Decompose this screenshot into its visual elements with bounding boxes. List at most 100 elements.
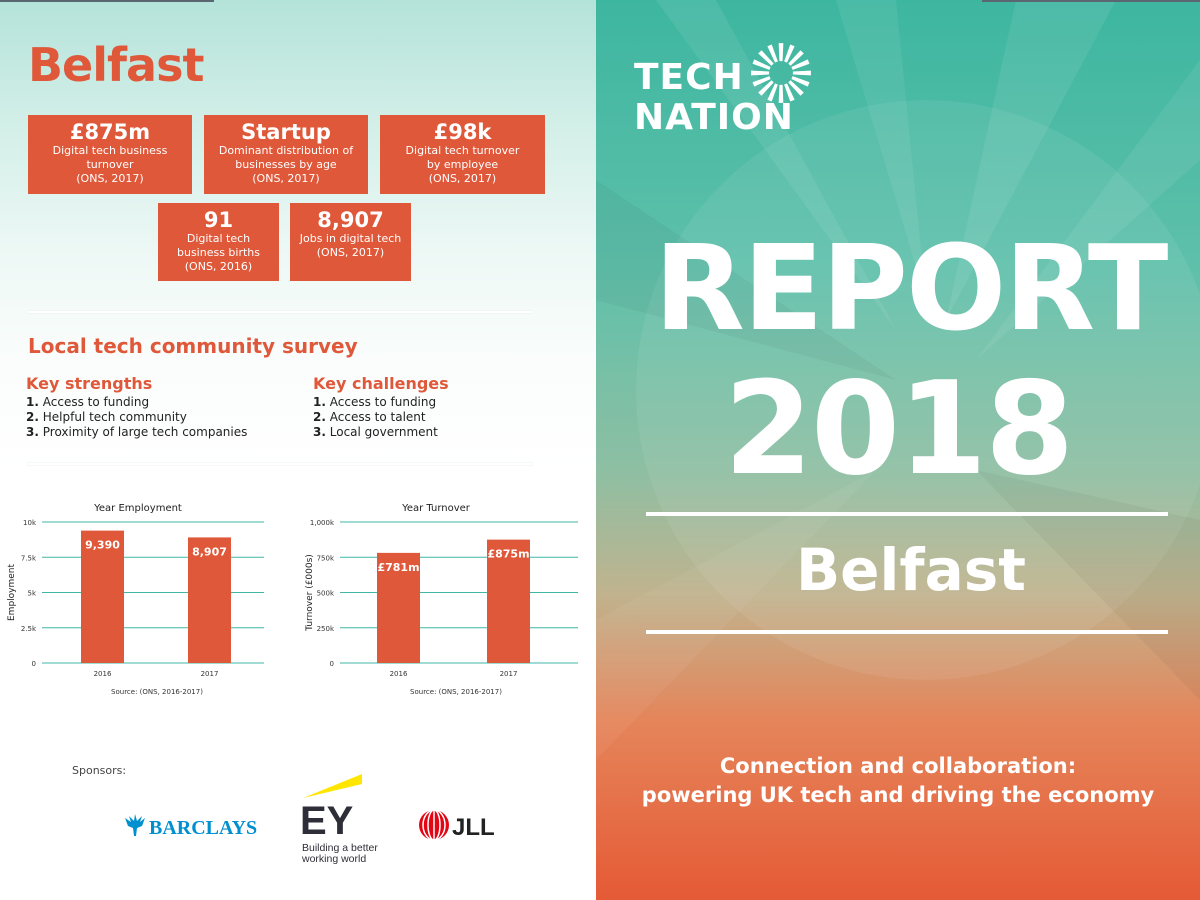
y-axis-label: Turnover (£000s) — [305, 554, 315, 632]
key-strengths-heading: Key strengths — [26, 374, 153, 393]
sunburst-ray — [791, 59, 810, 70]
ey-tagline: Building a better — [302, 842, 378, 854]
barclays-logo: BARCLAYS — [123, 812, 263, 846]
tagline-line: powering UK tech and driving the economy — [641, 783, 1155, 807]
sunburst-ray — [784, 83, 795, 102]
sunburst-ray — [778, 84, 784, 103]
barclays-wordmark: BARCLAYS — [149, 817, 257, 839]
stat-value: Startup — [241, 120, 331, 144]
data-label: £781m — [377, 561, 419, 574]
stat-source: (ONS, 2017) — [316, 246, 385, 259]
chart-title: Year Turnover — [401, 503, 471, 514]
stat-card-jobs: 8,907 Jobs in digital tech (ONS, 2017) — [290, 203, 411, 281]
sunburst-ray — [778, 43, 784, 62]
data-label: £875m — [487, 548, 529, 561]
sunburst-ray — [752, 59, 771, 70]
key-strengths: Key strengths 1. Access to funding 2. He… — [26, 374, 247, 440]
top-rule — [0, 0, 214, 2]
stat-label: businesses by age — [235, 158, 337, 171]
report-heading: REPORT — [654, 219, 1168, 357]
jll-mark-icon — [419, 809, 449, 841]
cover-page: TECH NATION REPORT 2018 Belfast Connecti… — [596, 0, 1200, 900]
section-divider — [28, 311, 532, 313]
y-tick-label: 0 — [32, 660, 36, 668]
jll-logo: JLL — [418, 808, 508, 848]
sunburst-ray — [792, 70, 811, 76]
sunburst-ray — [767, 83, 778, 102]
y-tick-label: 750k — [317, 554, 335, 562]
y-tick-label: 1,000k — [310, 519, 335, 527]
stat-card-turnover: £875m Digital tech business turnover (ON… — [28, 115, 192, 194]
chart-title: Year Employment — [93, 503, 182, 514]
sunburst-ray — [788, 50, 804, 66]
ey-wordmark: EY — [300, 799, 354, 843]
stat-value: 91 — [203, 208, 234, 232]
page-title: Belfast — [28, 38, 204, 92]
chart-source: Source: (ONS, 2016-2017) — [410, 688, 502, 696]
ey-logo: EY Building a better working world — [300, 772, 390, 868]
background-rays — [596, 0, 1200, 760]
list-item: 2. Helpful tech community — [26, 410, 187, 424]
stat-source: (ONS, 2017) — [252, 172, 320, 185]
stat-value: 8,907 — [317, 208, 384, 232]
list-item: 1. Access to funding — [313, 395, 437, 409]
section-divider — [28, 463, 532, 465]
sunburst-ray — [758, 80, 774, 96]
stat-label: turnover — [86, 158, 134, 171]
stat-label: Digital tech — [186, 232, 251, 245]
stat-card-turnover-per-employee: £98k Digital tech turnover by employee (… — [380, 115, 545, 194]
survey-title: Local tech community survey — [28, 334, 358, 358]
stat-label: Digital tech business — [52, 144, 168, 157]
data-label: 9,390 — [85, 539, 120, 552]
stat-label: by employee — [426, 158, 499, 171]
sunburst-ray — [758, 50, 774, 66]
key-challenges: Key challenges 1. Access to funding 2. A… — [313, 374, 449, 440]
bar — [188, 537, 231, 663]
x-tick-label: 2017 — [201, 670, 219, 678]
report-year: 2018 — [723, 355, 1074, 504]
cover-city: Belfast — [795, 536, 1027, 604]
stat-value: £875m — [69, 120, 151, 144]
jll-wordmark: JLL — [452, 814, 495, 841]
y-tick-label: 500k — [317, 590, 335, 598]
logo-line: TECH — [634, 57, 744, 98]
sunburst-ray — [767, 44, 778, 63]
white-rule — [646, 512, 1168, 516]
sunburst-ray — [752, 76, 771, 87]
tech-nation-logo: TECH NATION — [634, 58, 794, 138]
list-item: 2. Access to talent — [313, 410, 426, 424]
y-tick-label: 0 — [330, 660, 334, 668]
stat-source: (ONS, 2017) — [76, 172, 144, 185]
key-challenges-heading: Key challenges — [313, 374, 449, 393]
y-tick-label: 10k — [23, 519, 37, 527]
white-rule — [646, 630, 1168, 634]
stat-label: Jobs in digital tech — [299, 232, 402, 245]
ey-tagline: working world — [301, 853, 366, 864]
list-item: 1. Access to funding — [26, 395, 150, 409]
y-tick-label: 7.5k — [21, 554, 37, 562]
y-tick-label: 250k — [317, 625, 335, 633]
list-item: 3. Local government — [313, 425, 438, 439]
x-tick-label: 2016 — [94, 670, 112, 678]
turnover-chart: Year Turnover 0 250k 500k 750k 1,000k Turnover… — [290, 495, 590, 705]
ey-beam-icon — [303, 774, 362, 798]
employment-chart: Year Employment 0 2.5k 5k 7.5k 10k Employment 9… — [0, 495, 290, 705]
sunburst-ray — [788, 80, 804, 96]
y-axis-label: Employment — [7, 564, 17, 622]
cover-tagline: Connection and collaboration: powering U… — [596, 752, 1200, 810]
eagle-icon — [125, 814, 145, 836]
left-page: Belfast £875m Digital tech business turn… — [0, 0, 596, 900]
sunburst-ray — [751, 70, 770, 76]
sunburst-ray — [784, 44, 795, 63]
data-label: 8,907 — [192, 545, 227, 558]
tagline-line: Connection and collaboration: — [719, 754, 1077, 778]
stat-card-startup: Startup Dominant distribution of busines… — [204, 115, 368, 194]
bar — [377, 552, 420, 663]
stat-source: (ONS, 2017) — [428, 172, 497, 185]
sunburst-ray — [791, 76, 810, 87]
x-tick-label: 2016 — [390, 670, 408, 678]
bar — [487, 539, 530, 663]
sponsors-label: Sponsors: — [72, 764, 127, 777]
stat-label: Digital tech turnover — [405, 144, 520, 157]
x-tick-label: 2017 — [500, 670, 518, 678]
